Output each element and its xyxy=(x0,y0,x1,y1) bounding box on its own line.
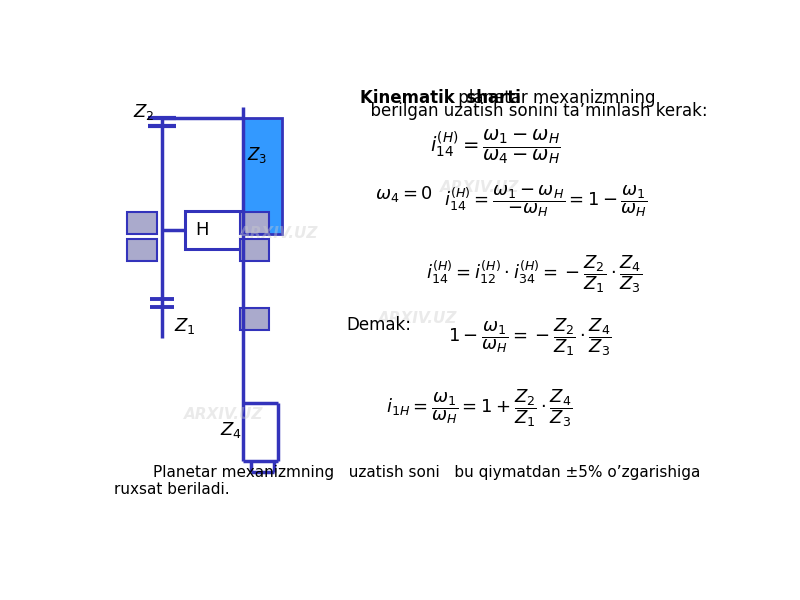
Text: $1 - \dfrac{\omega_1}{\omega_H} = -\dfrac{Z_2}{Z_1} \cdot \dfrac{Z_4}{Z_3}$: $1 - \dfrac{\omega_1}{\omega_H} = -\dfra… xyxy=(448,316,612,358)
Text: $Z_3$: $Z_3$ xyxy=(247,145,267,165)
Text: Demak:: Demak: xyxy=(346,316,411,334)
Bar xyxy=(239,212,269,233)
Text: ARXIV.UZ: ARXIV.UZ xyxy=(440,180,519,195)
Text: H: H xyxy=(195,221,209,239)
Text: $Z_2$: $Z_2$ xyxy=(133,102,154,122)
Bar xyxy=(243,118,282,233)
Text: ARXIV.UZ: ARXIV.UZ xyxy=(184,407,264,422)
Bar xyxy=(239,239,269,260)
Text: $Z_1$: $Z_1$ xyxy=(174,316,196,336)
Text: ARXIV.UZ: ARXIV.UZ xyxy=(238,226,318,241)
Bar xyxy=(186,211,243,249)
Bar xyxy=(127,239,157,260)
Text: Planetar mexanizmning   uzatish soni   bu qiymatdan ±5% o’zgarishiga
ruxsat beri: Planetar mexanizmning uzatish soni bu qi… xyxy=(114,464,700,497)
Text: berilgan uzatish sonini ta’minlash kerak:: berilgan uzatish sonini ta’minlash kerak… xyxy=(360,102,707,120)
Text: $\omega_4 = 0$: $\omega_4 = 0$ xyxy=(375,184,433,203)
Text: planetar mexanizmning: planetar mexanizmning xyxy=(453,89,655,107)
Text: $i_{1H} = \dfrac{\omega_1}{\omega_H} = 1 + \dfrac{Z_2}{Z_1} \cdot \dfrac{Z_4}{Z_: $i_{1H} = \dfrac{\omega_1}{\omega_H} = 1… xyxy=(386,388,573,430)
Text: $i_{14}^{(H)} = \dfrac{\omega_1 - \omega_H}{\omega_4 - \omega_H}$: $i_{14}^{(H)} = \dfrac{\omega_1 - \omega… xyxy=(430,127,561,166)
Text: ARXIV.UZ: ARXIV.UZ xyxy=(378,311,458,326)
Bar xyxy=(239,308,269,330)
Text: Kinematik  sharti: Kinematik sharti xyxy=(360,89,521,107)
Bar xyxy=(127,212,157,233)
Text: $Z_4$: $Z_4$ xyxy=(220,420,242,440)
Text: $i_{14}^{(H)} = i_{12}^{(H)} \cdot i_{34}^{(H)} = -\dfrac{Z_2}{Z_1} \cdot \dfrac: $i_{14}^{(H)} = i_{12}^{(H)} \cdot i_{34… xyxy=(426,253,642,295)
Text: $i_{14}^{(H)} = \dfrac{\omega_1 - \omega_H}{-\omega_H} = 1 - \dfrac{\omega_1}{\o: $i_{14}^{(H)} = \dfrac{\omega_1 - \omega… xyxy=(444,184,648,219)
